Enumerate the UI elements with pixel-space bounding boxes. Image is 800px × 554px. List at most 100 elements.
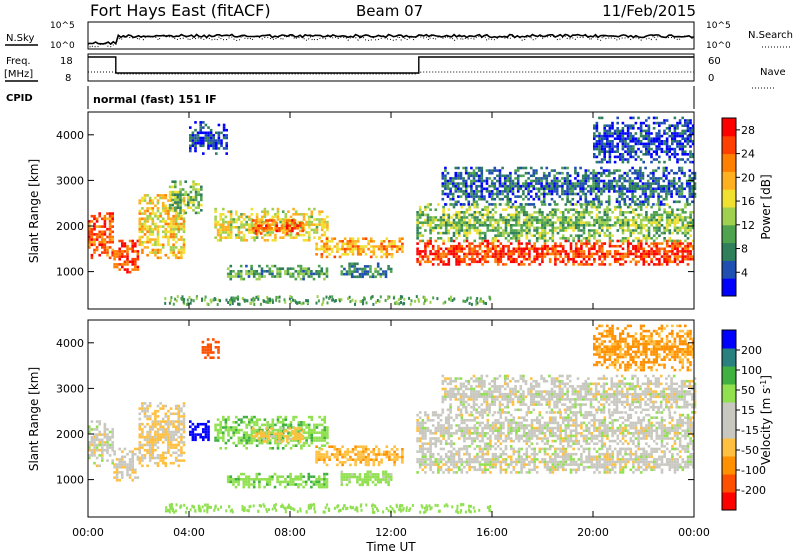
echo-cell	[496, 218, 500, 222]
echo-cell	[499, 260, 503, 264]
echo-cell	[626, 150, 630, 153]
echo-cell	[417, 297, 420, 301]
echo-cell	[235, 220, 238, 224]
echo-cell	[174, 430, 178, 434]
echo-cell	[610, 187, 614, 191]
echo-cell	[567, 226, 570, 230]
echo-cell	[636, 174, 640, 178]
echo-cell	[200, 196, 203, 199]
echo-cell	[235, 213, 238, 216]
echo-cell	[326, 223, 329, 226]
echo-cell	[592, 174, 595, 178]
echo-cell	[489, 242, 492, 245]
echo-cell	[472, 195, 476, 198]
echo-cell	[561, 221, 565, 224]
echo-cell	[680, 195, 684, 198]
echo-cell	[515, 224, 518, 227]
echo-cell	[470, 166, 473, 170]
echo-cell	[95, 446, 99, 449]
echo-cell	[580, 263, 583, 266]
echo-cell	[618, 203, 621, 206]
echo-cell	[182, 402, 186, 405]
echo-cell	[192, 180, 195, 183]
echo-cell	[131, 463, 134, 466]
echo-cell	[686, 244, 690, 248]
echo-cell	[561, 211, 565, 214]
echo-cell	[626, 218, 630, 222]
echo-cell	[457, 234, 461, 237]
echo-cell	[684, 203, 687, 206]
echo-cell	[598, 140, 601, 143]
echo-cell	[541, 244, 544, 248]
echo-cell	[154, 248, 157, 252]
echo-cell	[98, 433, 101, 436]
echo-cell	[600, 174, 603, 178]
echo-cell	[111, 238, 114, 241]
echo-cell	[486, 205, 490, 209]
echo-cell	[161, 225, 165, 228]
echo-cell	[528, 255, 531, 258]
echo-cell	[681, 231, 685, 235]
echo-cell	[176, 203, 180, 207]
echo-cell	[255, 233, 259, 237]
echo-cell	[128, 473, 132, 477]
echo-cell	[442, 301, 445, 305]
echo-cell	[444, 203, 447, 206]
echo-cell	[644, 182, 647, 185]
echo-cell	[485, 182, 489, 185]
echo-cell	[172, 253, 175, 257]
echo-cell	[457, 226, 461, 230]
echo-cell	[478, 244, 482, 248]
echo-cell	[684, 239, 687, 243]
echo-cell	[564, 229, 568, 232]
echo-cell	[619, 252, 622, 256]
echo-cell	[417, 299, 420, 303]
echo-cell	[667, 179, 671, 183]
echo-cell	[607, 197, 611, 201]
echo-cell	[672, 171, 676, 175]
echo-cell	[621, 145, 625, 148]
echo-cell	[629, 150, 632, 153]
echo-cell	[154, 251, 157, 254]
echo-cell	[301, 227, 305, 230]
echo-cell	[106, 217, 109, 221]
echo-cell	[196, 131, 200, 135]
echo-cell	[207, 144, 210, 148]
echo-cell	[271, 270, 274, 273]
echo-cell	[146, 194, 149, 197]
echo-cell	[468, 247, 471, 251]
echo-cell	[528, 239, 531, 243]
echo-cell	[551, 213, 555, 217]
echo-cell	[665, 147, 669, 151]
echo-cell	[317, 299, 320, 303]
echo-cell	[180, 246, 183, 249]
echo-cell	[259, 232, 263, 235]
echo-cell	[671, 142, 674, 146]
echo-cell	[516, 195, 520, 198]
echo-cell	[693, 177, 697, 180]
echo-cell	[598, 160, 601, 164]
echo-cell	[533, 247, 536, 251]
echo-cell	[93, 225, 96, 228]
echo-cell	[681, 216, 685, 219]
echo-cell	[217, 131, 221, 135]
echo-cell	[246, 299, 249, 303]
echo-cell	[156, 243, 160, 247]
echo-cell	[593, 234, 596, 237]
echo-cell	[600, 221, 604, 224]
echo-cell	[489, 255, 492, 258]
echo-cell	[624, 142, 627, 146]
echo-cell	[681, 145, 684, 148]
echo-cell	[151, 425, 155, 429]
echo-cell	[372, 302, 375, 306]
echo-cell	[258, 439, 261, 442]
echo-cell	[528, 247, 531, 251]
echo-cell	[590, 255, 594, 258]
echo-cell	[118, 255, 121, 258]
echo-cell	[299, 272, 303, 276]
echo-cell	[558, 184, 562, 188]
echo-cell	[455, 250, 458, 253]
echo-cell	[444, 192, 447, 196]
echo-cell	[395, 245, 399, 248]
